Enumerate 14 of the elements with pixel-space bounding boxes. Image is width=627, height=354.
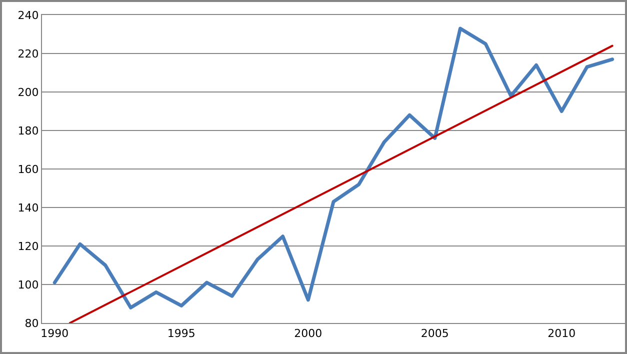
y-tick-label: 140 xyxy=(18,201,39,214)
y-tick-label: 120 xyxy=(18,240,39,253)
y-tick-label: 220 xyxy=(18,47,39,60)
x-tick-label: 1995 xyxy=(167,327,196,340)
x-tick-label: 2000 xyxy=(294,327,322,340)
x-tick-label: 2005 xyxy=(420,327,449,340)
x-tick-label: 2010 xyxy=(548,327,576,340)
y-tick-label: 80 xyxy=(24,316,39,330)
x-tick-label: 1990 xyxy=(40,327,69,340)
y-tick-label: 160 xyxy=(18,162,39,176)
y-tick-label: 100 xyxy=(18,278,39,292)
y-tick-label: 180 xyxy=(18,124,39,138)
y-tick-label: 240 xyxy=(18,8,39,22)
y-tick-label: 200 xyxy=(18,86,39,99)
